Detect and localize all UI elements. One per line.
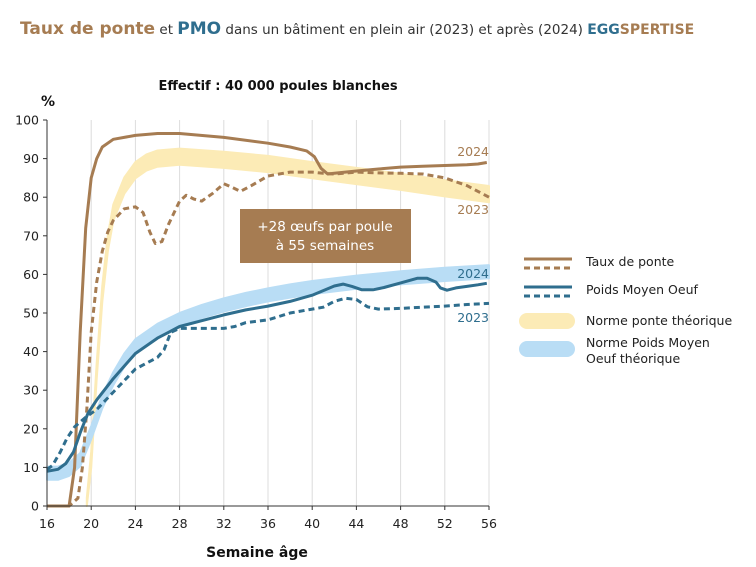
x-tick-label-48: 48: [393, 516, 409, 531]
legend: Taux de ponte Poids Moyen Oeuf Norme pon…: [519, 254, 732, 366]
brand-spertise: SPERTISE: [619, 22, 695, 38]
y-tick-label-80: 80: [23, 190, 39, 205]
legend-swatch-norme-ponte: [519, 313, 575, 329]
year-label-ponte-2023: 2023: [457, 202, 489, 217]
x-tick-label-32: 32: [216, 516, 232, 531]
series-line-0: [47, 132, 488, 508]
annotation-background: [240, 209, 411, 263]
norm-band-1: [46, 264, 490, 481]
y-tick-label-40: 40: [23, 344, 39, 359]
x-tick-label-24: 24: [127, 516, 143, 531]
x-tick-label-36: 36: [260, 516, 276, 531]
x-tick-label-56: 56: [481, 516, 497, 531]
legend-swatch-norme-pmo: [519, 341, 575, 357]
norm-band-0: [85, 147, 490, 507]
x-axis-title: Semaine âge: [206, 545, 308, 561]
legend-label-norme-pmo-line2: Oeuf théorique: [586, 351, 680, 366]
y-tick-label-100: 100: [15, 113, 39, 128]
series-line-1: [47, 170, 490, 508]
y-tick-label-20: 20: [23, 421, 39, 436]
y-tick-label-60: 60: [23, 267, 39, 282]
chart-subtitle: Effectif : 40 000 poules blanches: [158, 79, 397, 94]
year-label-ponte-2024: 2024: [457, 144, 489, 159]
annotation-line-2: à 55 semaines: [276, 238, 374, 254]
title-taux-ponte: Taux de ponte: [20, 19, 156, 39]
annotation-line-1: +28 œufs par poule: [257, 219, 392, 235]
legend-label-norme-pmo-line1: Norme Poids Moyen: [586, 335, 710, 350]
legend-label-ponte: Taux de ponte: [585, 254, 675, 269]
chart-title: Taux de ponte et PMO dans un bâtiment en…: [20, 19, 694, 39]
legend-label-pmo: Poids Moyen Oeuf: [586, 282, 699, 297]
y-axis-unit: %: [41, 94, 55, 110]
y-tick-label-70: 70: [23, 228, 39, 243]
legend-label-norme-ponte: Norme ponte théorique: [586, 313, 732, 328]
x-tick-label-28: 28: [172, 516, 188, 531]
series-line-2: [46, 276, 488, 473]
title-description: dans un bâtiment en plein air (2023) et …: [221, 22, 588, 38]
brand-egg: EGG: [587, 22, 620, 38]
year-label-pmo-2024: 2024: [457, 266, 489, 281]
x-tick-label-16: 16: [39, 516, 55, 531]
data-lines: [46, 132, 490, 508]
x-tick-label-20: 20: [83, 516, 99, 531]
y-tick-label-0: 0: [31, 499, 39, 514]
x-tick-label-52: 52: [437, 516, 453, 531]
series-line-3: [46, 296, 490, 471]
x-tick-label-40: 40: [304, 516, 320, 531]
annotation-box: +28 œufs par poule à 55 semaines: [240, 209, 411, 263]
y-tick-label-90: 90: [23, 151, 39, 166]
y-tick-label-30: 30: [23, 383, 39, 398]
y-tick-label-50: 50: [23, 306, 39, 321]
x-tick-label-44: 44: [348, 516, 364, 531]
year-label-pmo-2023: 2023: [457, 310, 489, 325]
y-tick-label-10: 10: [23, 460, 39, 475]
title-pmo: PMO: [177, 19, 222, 39]
year-labels: 2024 2023 2024 2023: [457, 144, 489, 325]
title-connector: et: [155, 22, 178, 38]
